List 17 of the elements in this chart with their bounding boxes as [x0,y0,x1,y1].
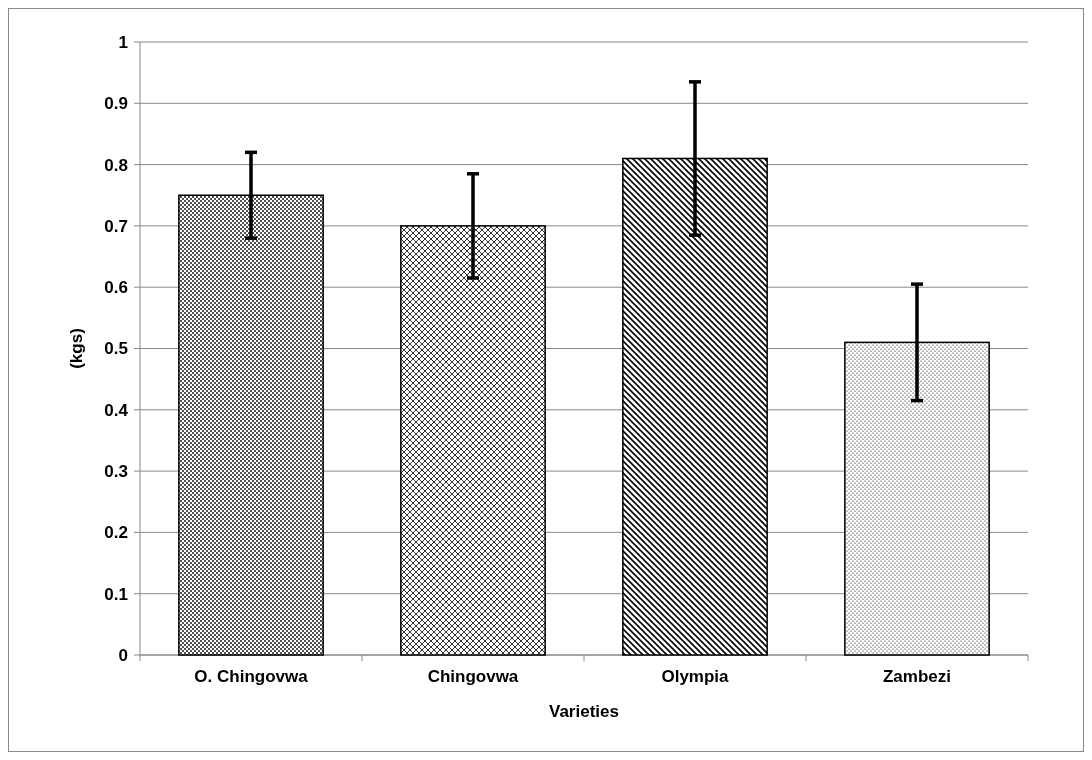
y-axis-title: (kgs) [67,328,86,369]
y-tick-label: 1 [118,32,128,52]
y-tick-label: 0.8 [104,155,128,175]
y-tick-label: 0 [118,645,128,665]
y-tick-label: 0.4 [104,400,129,420]
x-axis-title: Varieties [549,702,619,721]
y-tick-label: 0.5 [104,339,128,359]
y-tick-label: 0.3 [104,462,128,482]
x-tick-label: O. Chingovwa [194,667,309,686]
y-tick-label: 0.7 [104,216,128,236]
y-tick-label: 0.1 [104,584,128,604]
x-tick-label: Zambezi [882,667,952,686]
y-tick-label: 0.9 [104,94,128,114]
x-tick-label: Chingovwa [427,667,519,686]
y-tick-label: 0.2 [104,523,128,543]
y-tick-label: 0.6 [104,278,128,298]
x-tick-label: Olympia [661,667,730,686]
